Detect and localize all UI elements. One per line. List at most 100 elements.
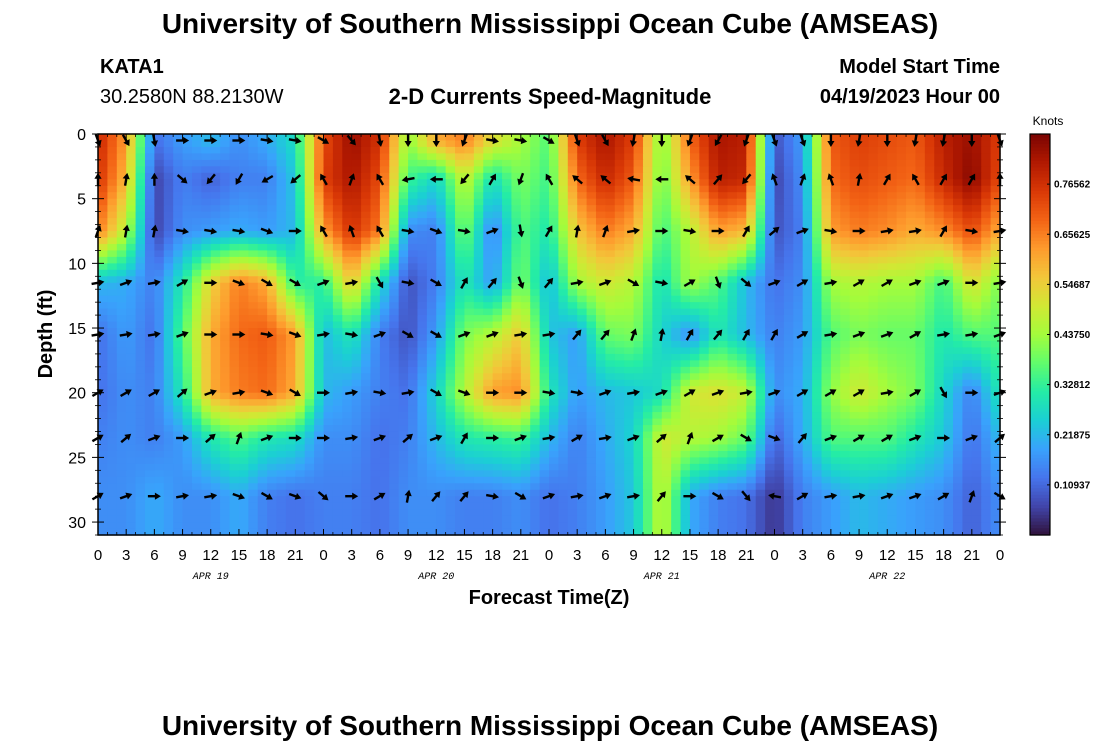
heatmap-cell <box>699 334 710 342</box>
heatmap-cell <box>191 328 202 336</box>
heatmap-cell <box>502 399 513 407</box>
heatmap-cell <box>661 405 672 413</box>
heatmap-cell <box>191 243 202 252</box>
heatmap-cell <box>830 134 841 142</box>
heatmap-cell <box>605 328 616 336</box>
heatmap-cell <box>351 302 362 310</box>
heatmap-cell <box>624 412 635 420</box>
heatmap-cell <box>924 392 935 400</box>
heatmap-cell <box>953 205 964 213</box>
heatmap-cell <box>126 373 137 381</box>
heatmap-cell <box>840 340 851 349</box>
heatmap-cell <box>718 172 729 180</box>
heatmap-cell <box>351 159 362 167</box>
heatmap-cell <box>981 457 992 465</box>
heatmap-cell <box>652 302 663 310</box>
heatmap-cell <box>934 179 945 187</box>
heatmap-cell <box>473 211 484 219</box>
heatmap-cell <box>267 328 278 336</box>
heatmap-cell <box>699 315 710 323</box>
heatmap-cell <box>398 211 409 219</box>
heatmap-cell <box>868 321 879 329</box>
heatmap-cell <box>483 328 494 336</box>
heatmap-cell <box>633 166 644 174</box>
heatmap-cell <box>116 192 127 200</box>
heatmap-cell <box>135 256 146 264</box>
heatmap-cell <box>201 172 212 180</box>
heatmap-cell <box>906 250 917 258</box>
heatmap-cell <box>220 379 231 387</box>
heatmap-cell <box>906 231 917 239</box>
heatmap-cell <box>971 172 982 180</box>
heatmap-cell <box>220 437 231 446</box>
heatmap-cell <box>661 302 672 310</box>
heatmap-cell <box>633 269 644 277</box>
heatmap-cell <box>473 140 484 148</box>
heatmap-cell <box>370 379 381 387</box>
heatmap-cell <box>379 321 390 329</box>
heatmap-cell <box>455 308 466 316</box>
heatmap-cell <box>483 172 494 180</box>
heatmap-cell <box>173 347 184 355</box>
heatmap-cell <box>727 347 738 355</box>
heatmap-cell <box>210 289 221 297</box>
heatmap-cell <box>586 269 597 277</box>
heatmap-cell <box>614 347 625 355</box>
heatmap-cell <box>971 340 982 349</box>
heatmap-cell <box>201 205 212 213</box>
heatmap-cell <box>840 392 851 400</box>
heatmap-cell <box>896 366 907 374</box>
heatmap-cell <box>332 172 343 180</box>
heatmap-cell <box>671 218 682 226</box>
heatmap-cell <box>877 392 888 400</box>
heatmap-cell <box>135 205 146 213</box>
heatmap-cell <box>605 205 616 213</box>
heatmap-cell <box>558 198 569 206</box>
heatmap-cell <box>144 179 155 187</box>
heatmap-cell <box>285 231 296 239</box>
heatmap-cell <box>408 463 419 471</box>
heatmap-cell <box>361 185 372 193</box>
heatmap-cell <box>464 172 475 180</box>
heatmap-cell <box>943 172 954 180</box>
heatmap-cell <box>191 211 202 219</box>
heatmap-cell <box>953 295 964 303</box>
heatmap-cell <box>962 379 973 387</box>
heatmap-cell <box>502 269 513 277</box>
heatmap-cell <box>699 425 710 433</box>
heatmap-cell <box>849 308 860 316</box>
heatmap-cell <box>586 360 597 368</box>
heatmap-cell <box>577 321 588 329</box>
heatmap-cell <box>191 360 202 368</box>
heatmap-cell <box>98 185 108 193</box>
heatmap-cell <box>530 347 541 355</box>
heatmap-cell <box>361 463 372 471</box>
heatmap-cell <box>304 463 315 471</box>
heatmap-cell <box>746 457 757 465</box>
heatmap-cell <box>793 399 804 407</box>
heatmap-cell <box>473 263 484 271</box>
heatmap-cell <box>868 140 879 148</box>
heatmap-cell <box>624 437 635 446</box>
heatmap-cell <box>783 192 794 200</box>
heatmap-cell <box>586 308 597 316</box>
heatmap-cell <box>191 295 202 303</box>
heatmap-cell <box>238 205 249 213</box>
heatmap-cell <box>680 224 691 232</box>
heatmap-cell <box>962 269 973 277</box>
heatmap-cell <box>135 360 146 368</box>
heatmap-cell <box>210 457 221 465</box>
heatmap-cell <box>323 418 334 426</box>
heatmap-cell <box>642 315 653 323</box>
heatmap-cell <box>934 256 945 264</box>
heatmap-cell <box>98 425 108 433</box>
heatmap-cell <box>567 250 578 258</box>
heatmap-cell <box>445 321 456 329</box>
heatmap-cell <box>426 444 437 452</box>
heatmap-cell <box>586 340 597 349</box>
heatmap-cell <box>417 269 428 277</box>
heatmap-cell <box>238 340 249 349</box>
heatmap-cell <box>821 321 832 329</box>
heatmap-cell <box>689 289 700 297</box>
heatmap-cell <box>708 405 719 413</box>
